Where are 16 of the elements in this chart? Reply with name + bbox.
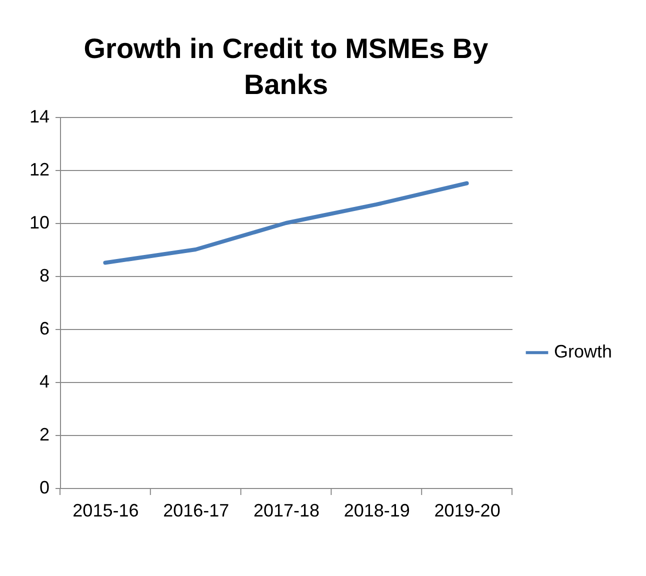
- y-tick-label: 0: [39, 478, 50, 498]
- y-tick-label: 6: [39, 318, 50, 338]
- x-tick-label: 2019-20: [434, 500, 500, 520]
- y-tick-label: 8: [39, 266, 50, 286]
- x-tick-label: 2017-18: [253, 500, 320, 520]
- y-tick-label: 10: [29, 212, 50, 232]
- x-tick-label: 2016-17: [163, 500, 230, 520]
- x-tick-label: 2015-16: [72, 500, 139, 520]
- y-tick-label: 4: [39, 372, 50, 392]
- y-tick-label: 2: [39, 424, 50, 444]
- line-series: [103, 181, 469, 265]
- legend-label: Growth: [554, 342, 612, 362]
- x-tick-label: 2018-19: [344, 500, 410, 520]
- y-tick-label: 14: [29, 106, 50, 126]
- chart-title: Growth in Credit to MSMEs By Banks: [84, 33, 489, 100]
- y-tick-label: 12: [29, 160, 50, 180]
